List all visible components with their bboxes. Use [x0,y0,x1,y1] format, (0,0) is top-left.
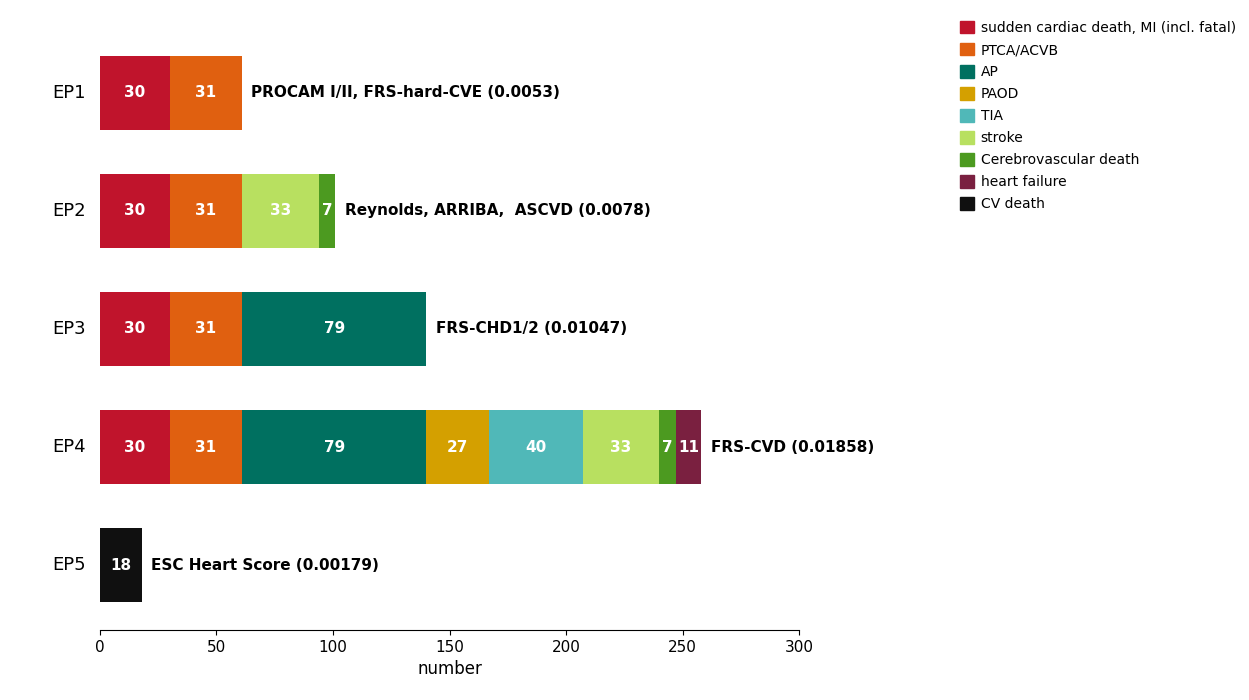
Text: 31: 31 [195,321,216,337]
Text: 30: 30 [124,204,146,218]
Bar [100,528,142,602]
Text: PROCAM I/II, FRS-hard-CVE (0.0053): PROCAM I/II, FRS-hard-CVE (0.0053) [251,85,561,100]
Bar [100,174,170,248]
Bar [170,56,242,130]
Text: 33: 33 [611,440,632,454]
Bar [490,410,582,484]
Text: FRS-CHD1/2 (0.01047): FRS-CHD1/2 (0.01047) [436,321,627,337]
X-axis label: number: number [417,660,482,678]
Text: EP2: EP2 [52,202,86,220]
Text: 30: 30 [124,85,146,100]
Text: ESC Heart Score (0.00179): ESC Heart Score (0.00179) [151,558,380,573]
Bar [659,410,676,484]
Text: 40: 40 [526,440,547,454]
Text: 79: 79 [323,440,345,454]
Bar [100,293,170,365]
Text: EP3: EP3 [52,320,86,338]
Text: 7: 7 [322,204,332,218]
Text: EP4: EP4 [52,438,86,456]
Text: 31: 31 [195,85,216,100]
Legend: sudden cardiac death, MI (incl. fatal), PTCA/ACVB, AP, PAOD, TIA, stroke, Cerebr: sudden cardiac death, MI (incl. fatal), … [959,21,1235,211]
Bar [242,293,426,365]
Bar [100,410,170,484]
Bar [100,56,170,130]
Text: 79: 79 [323,321,345,337]
Text: 18: 18 [110,558,131,573]
Text: 30: 30 [124,321,146,337]
Text: 30: 30 [124,440,146,454]
Text: EP1: EP1 [52,84,86,102]
Bar [676,410,702,484]
Text: 7: 7 [662,440,673,454]
Text: FRS-CVD (0.01858): FRS-CVD (0.01858) [711,440,874,454]
Bar [242,410,426,484]
Text: EP5: EP5 [52,556,86,574]
Text: 33: 33 [270,204,291,218]
Bar [170,410,242,484]
Text: 27: 27 [447,440,468,454]
Bar [170,293,242,365]
Bar [170,174,242,248]
Bar [426,410,490,484]
Bar [318,174,336,248]
Text: 31: 31 [195,204,216,218]
Bar [242,174,318,248]
Text: 11: 11 [678,440,699,454]
Bar [582,410,659,484]
Text: Reynolds, ARRIBA,  ASCVD (0.0078): Reynolds, ARRIBA, ASCVD (0.0078) [345,204,651,218]
Text: 31: 31 [195,440,216,454]
